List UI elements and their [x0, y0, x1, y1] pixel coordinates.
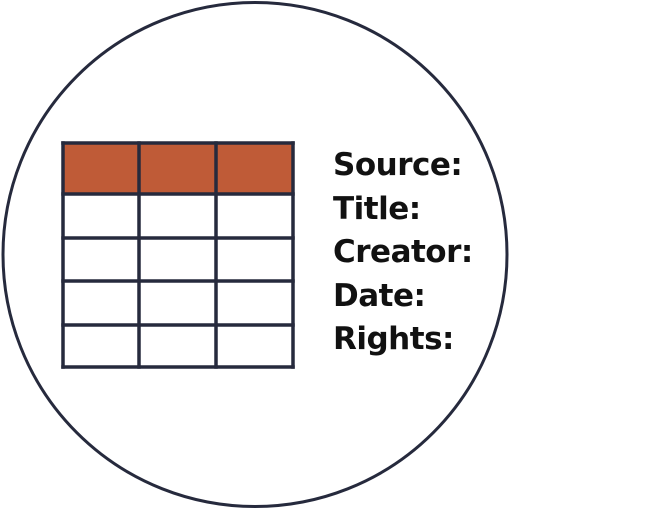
- metadata-label-title: Title:: [333, 190, 421, 227]
- metadata-label-creator: Creator:: [333, 234, 473, 270]
- table-cell: [63, 194, 139, 238]
- table-cell: [216, 281, 293, 325]
- table-cell: [139, 238, 216, 281]
- table-cell: [63, 281, 139, 325]
- table-cell: [216, 238, 293, 281]
- table-cell: [216, 325, 293, 367]
- table-header-row: [63, 143, 293, 194]
- table-cell: [139, 194, 216, 238]
- metadata-label-source: Source:: [333, 147, 463, 183]
- table-cell: [216, 194, 293, 238]
- table-icon: [61, 141, 295, 369]
- table-cell: [139, 325, 216, 367]
- table-cell: [139, 281, 216, 325]
- table-cell: [63, 238, 139, 281]
- metadata-field-list: Source: Title: Creator: Date: Rights:: [333, 144, 473, 362]
- table-cell: [63, 325, 139, 367]
- metadata-label-rights: Rights:: [333, 321, 454, 357]
- metadata-label-date: Date:: [333, 277, 426, 314]
